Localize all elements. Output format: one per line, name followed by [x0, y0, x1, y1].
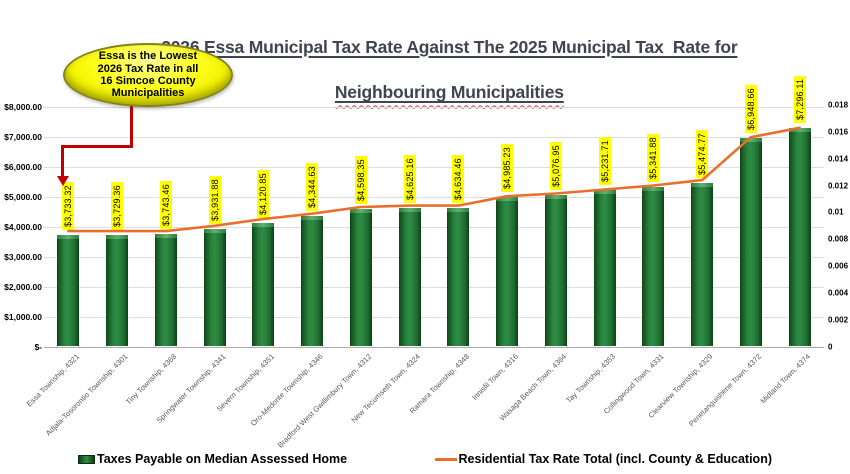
bar-value-text: $4,634.46: [452, 154, 465, 203]
chart-title-line1: 2026 Essa Municipal Tax Rate Against The…: [161, 36, 738, 57]
bar: [252, 223, 275, 347]
bar-value-text: $5,076.95: [549, 141, 562, 190]
bar-value-text: $7,296.11: [793, 75, 806, 124]
bar-value-text: $4,344.63: [306, 163, 319, 212]
y-axis-tick-label-right: 0: [828, 342, 833, 351]
bar-value-label: $3,733.32: [62, 181, 75, 230]
callout-bubble: Essa is the Lowest 2026 Tax Rate in all …: [63, 43, 233, 107]
bar-value-text: $5,231.71: [598, 137, 611, 185]
callout-arrow-segment-vertical-1: [130, 100, 133, 147]
y-axis-tick-label-left: $7,000.00: [4, 131, 42, 142]
x-axis-category-label: Adjala-Tosorontio Township, 4301: [43, 352, 130, 438]
bar-value-text: $6,948.66: [744, 85, 757, 134]
y-axis-tick-label-left: $3,000.00: [4, 251, 42, 262]
y-axis-tick-label-left: $2,000.00: [4, 281, 42, 292]
x-axis-category-label: Bradford West Gwillimbury Town, 4312: [275, 352, 374, 450]
legend: Taxes Payable on Median Assessed Home Re…: [44, 452, 824, 466]
bar: [203, 228, 226, 347]
y-axis-tick-label-left: $8,000.00: [4, 102, 42, 112]
legend-item-bars: Taxes Payable on Median Assessed Home: [78, 452, 347, 466]
bar-value-label: $4,625.16: [403, 155, 416, 204]
bar-value-label: $3,743.46: [159, 181, 172, 230]
y-axis-tick-label-right: 0.012: [828, 181, 849, 190]
bar: [544, 194, 567, 347]
y-axis-tick-label-left: $6,000.00: [4, 161, 42, 172]
x-axis-line: [44, 346, 824, 348]
bar-value-text: $3,729.36: [111, 182, 124, 230]
line-series-swatch-icon: [434, 457, 457, 461]
bar: [593, 189, 616, 347]
gridline: [44, 316, 824, 318]
gridline: [44, 256, 824, 258]
bar: [154, 234, 177, 347]
y-axis-tick-label-left: $-: [34, 341, 42, 352]
bar-value-label: $6,948.66: [744, 85, 757, 134]
bar-value-label: $3,931.88: [208, 175, 221, 224]
callout-arrow-head-icon: [56, 176, 69, 186]
bar-value-text: $5,341.88: [647, 133, 660, 182]
x-axis-category-label: Tay Township, 4353: [564, 352, 617, 405]
bar-value-label: $4,634.46: [452, 154, 465, 203]
bar-value-label: $3,729.36: [111, 182, 124, 230]
bar: [57, 234, 80, 347]
bar-value-text: $4,598.35: [354, 155, 367, 204]
y-axis-tick-label-right: 0.018: [828, 100, 849, 110]
bar: [349, 208, 372, 347]
callout-arrow-segment-horizontal: [61, 145, 133, 148]
bar-value-label: $4,344.63: [306, 163, 319, 212]
chart-title: 2026 Essa Municipal Tax Rate Against The…: [60, 13, 820, 127]
x-axis-category-label: Midland Town, 4374: [758, 352, 812, 406]
chart-title-line2: Neighbouring Municipalities: [334, 82, 564, 103]
rate-line: [67, 126, 801, 233]
bar: [788, 128, 811, 347]
bar-value-label: $7,296.11: [793, 75, 806, 124]
bar-series-swatch-icon: [78, 454, 95, 464]
bar: [447, 207, 470, 347]
y-axis-tick-label-left: $5,000.00: [4, 191, 42, 202]
y-axis-tick-label-right: 0.002: [828, 315, 849, 325]
legend-label-line: Residential Tax Rate Total (incl. County…: [458, 452, 772, 466]
x-axis-category-label: Tiny Township, 4368: [123, 352, 179, 407]
y-axis-tick-label-right: 0.016: [828, 127, 849, 137]
bar: [691, 182, 714, 347]
bar: [106, 234, 129, 347]
bar: [301, 216, 324, 347]
bar-value-label: $5,474.77: [696, 129, 709, 178]
y-axis-tick-label-right: 0.008: [828, 234, 849, 244]
bar-value-text: $4,625.16: [403, 155, 416, 204]
bar-value-text: $3,743.46: [159, 181, 172, 230]
bar-value-text: $3,931.88: [208, 175, 221, 224]
x-axis-category-label: Essa Township, 4321: [24, 352, 81, 409]
bar-value-text: $4,985.23: [501, 144, 514, 193]
y-axis-tick-label-right: 0.01: [828, 207, 844, 217]
gridline: [44, 107, 824, 108]
bar: [398, 208, 421, 347]
bar-value-label: $5,341.88: [647, 133, 660, 182]
y-axis-tick-label-left: $1,000.00: [4, 311, 42, 322]
bar-value-text: $4,120.85: [257, 170, 270, 219]
bar-value-label: $5,231.71: [598, 137, 611, 185]
legend-item-line: Residential Tax Rate Total (incl. County…: [434, 452, 772, 466]
x-axis-category-label: Innisfil Town, 4316: [469, 352, 520, 402]
callout-arrow-segment-vertical-2: [61, 145, 64, 177]
bar-value-text: $3,733.32: [62, 181, 75, 230]
legend-label-bars: Taxes Payable on Median Assessed Home: [97, 452, 348, 466]
bar: [642, 186, 665, 347]
y-axis-tick-label-left: $4,000.00: [4, 221, 42, 232]
bar-value-text: $5,474.77: [696, 129, 709, 178]
bar: [496, 197, 519, 347]
bar-value-label: $4,598.35: [354, 155, 367, 204]
bar-value-label: $4,120.85: [257, 170, 270, 219]
bar-value-label: $5,076.95: [549, 141, 562, 190]
gridline: [44, 286, 824, 288]
bar-value-label: $4,985.23: [501, 144, 514, 193]
y-axis-tick-label-right: 0.014: [828, 154, 849, 164]
y-axis-tick-label-right: 0.006: [828, 261, 849, 271]
y-axis-tick-label-right: 0.004: [828, 288, 849, 298]
bar: [739, 138, 762, 347]
